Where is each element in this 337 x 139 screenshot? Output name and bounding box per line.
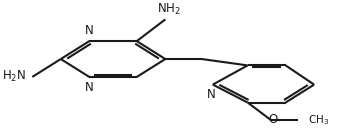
Text: H$_2$N: H$_2$N [2, 69, 26, 85]
Text: NH$_2$: NH$_2$ [157, 2, 180, 17]
Text: O: O [268, 113, 278, 126]
Text: N: N [207, 88, 216, 101]
Text: N: N [85, 24, 94, 37]
Text: CH$_3$: CH$_3$ [308, 114, 329, 127]
Text: N: N [85, 81, 94, 94]
